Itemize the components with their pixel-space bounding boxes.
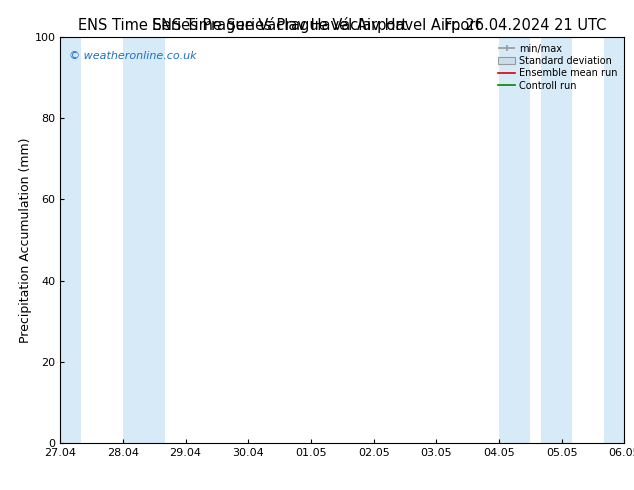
Bar <box>541 37 573 443</box>
Bar <box>604 37 624 443</box>
Bar <box>60 37 81 443</box>
Legend: min/max, Standard deviation, Ensemble mean run, Controll run: min/max, Standard deviation, Ensemble me… <box>494 40 621 95</box>
Bar <box>123 37 165 443</box>
Text: © weatheronline.co.uk: © weatheronline.co.uk <box>68 51 197 61</box>
Bar <box>499 37 531 443</box>
Title: ENS Time Series Prague Václav Havel Airport        Fr. 26.04.2024 21 UTC: ENS Time Series Prague Václav Havel Airp… <box>78 17 607 33</box>
Text: ENS Time Series Prague Václav Havel Airport: ENS Time Series Prague Václav Havel Airp… <box>152 17 482 33</box>
Y-axis label: Precipitation Accumulation (mm): Precipitation Accumulation (mm) <box>18 137 32 343</box>
